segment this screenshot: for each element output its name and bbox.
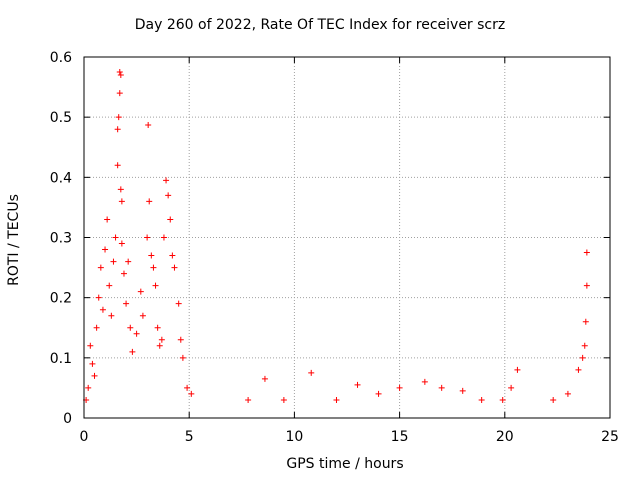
data-point — [115, 114, 122, 121]
data-point — [160, 234, 167, 241]
y-tick-label: 0.5 — [50, 110, 72, 126]
y-tick-label: 0.1 — [50, 351, 72, 367]
y-tick-label: 0.4 — [50, 170, 72, 186]
data-point — [99, 306, 106, 313]
data-point — [459, 387, 466, 394]
data-point — [93, 324, 100, 331]
data-point — [110, 258, 117, 265]
data-point — [165, 192, 172, 199]
data-point — [152, 282, 159, 289]
data-point — [564, 390, 571, 397]
data-points — [83, 69, 590, 403]
data-point — [308, 369, 315, 376]
data-point — [139, 312, 146, 319]
axis-ticks: 0 5 10 15 20 25 0 0.1 0.2 0.3 0.4 0.5 0.6 — [50, 50, 619, 445]
data-point — [87, 342, 94, 349]
data-point — [167, 216, 174, 223]
x-tick-label: 5 — [185, 429, 194, 445]
data-point — [145, 121, 152, 128]
data-point — [148, 252, 155, 259]
data-point — [171, 264, 178, 271]
data-point — [184, 384, 191, 391]
data-point — [116, 90, 123, 97]
data-point — [95, 294, 102, 301]
data-point — [177, 336, 184, 343]
x-tick-label: 25 — [601, 429, 619, 445]
x-axis-label: GPS time / hours — [286, 456, 404, 472]
data-point — [375, 390, 382, 397]
data-point — [133, 330, 140, 337]
data-point — [129, 348, 136, 355]
data-point — [114, 162, 121, 169]
data-point — [117, 186, 124, 193]
data-point — [150, 264, 157, 271]
data-point — [188, 390, 195, 397]
data-point — [550, 396, 557, 403]
data-point — [169, 252, 176, 259]
data-point — [499, 396, 506, 403]
y-tick-label: 0 — [63, 411, 72, 427]
data-point — [97, 264, 104, 271]
data-point — [137, 288, 144, 295]
data-point — [158, 336, 165, 343]
data-point — [396, 384, 403, 391]
data-point — [116, 69, 123, 76]
data-point — [582, 318, 589, 325]
data-point — [125, 258, 132, 265]
data-point — [175, 300, 182, 307]
data-point — [581, 342, 588, 349]
data-point — [583, 249, 590, 256]
data-point — [280, 396, 287, 403]
data-point — [179, 354, 186, 361]
data-point — [117, 72, 124, 79]
grid-lines — [84, 57, 610, 418]
y-tick-label: 0.6 — [50, 50, 72, 66]
data-point — [579, 354, 586, 361]
chart-title: Day 260 of 2022, Rate Of TEC Index for r… — [134, 17, 506, 33]
data-point — [508, 384, 515, 391]
data-point — [163, 177, 170, 184]
x-tick-label: 0 — [80, 429, 89, 445]
data-point — [106, 282, 113, 289]
data-point — [118, 198, 125, 205]
data-point — [108, 312, 115, 319]
data-point — [354, 381, 361, 388]
data-point — [112, 234, 119, 241]
data-point — [514, 366, 521, 373]
data-point — [123, 300, 130, 307]
x-tick-label: 15 — [391, 429, 409, 445]
data-point — [438, 384, 445, 391]
data-point — [583, 282, 590, 289]
data-point — [120, 270, 127, 277]
data-point — [575, 366, 582, 373]
data-point — [89, 360, 96, 367]
data-point — [85, 384, 92, 391]
data-point — [333, 396, 340, 403]
data-point — [146, 198, 153, 205]
data-point — [114, 126, 121, 133]
data-point — [144, 234, 151, 241]
data-point — [421, 378, 428, 385]
data-point — [118, 240, 125, 247]
y-tick-label: 0.3 — [50, 231, 72, 247]
data-point — [261, 375, 268, 382]
data-point — [478, 396, 485, 403]
data-point — [127, 324, 134, 331]
x-tick-label: 10 — [285, 429, 303, 445]
x-tick-label: 20 — [496, 429, 514, 445]
data-point — [245, 396, 252, 403]
data-point — [104, 216, 111, 223]
data-point — [154, 324, 161, 331]
data-point — [102, 246, 109, 253]
data-point — [156, 342, 163, 349]
y-tick-label: 0.2 — [50, 291, 72, 307]
data-point — [91, 372, 98, 379]
